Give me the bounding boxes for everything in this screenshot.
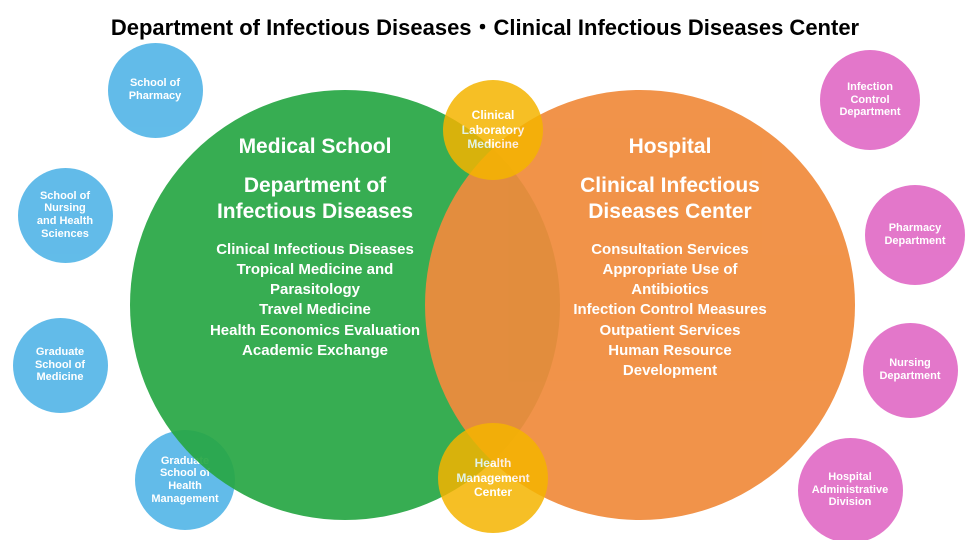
left-satellite-0: School ofPharmacy — [108, 43, 203, 138]
overlap-bottom-circle: HealthManagementCenter — [438, 423, 548, 533]
right-satellite-1: PharmacyDepartment — [865, 185, 965, 285]
right-satellite-2: NursingDepartment — [863, 323, 958, 418]
right-satellite-3-label: HospitalAdministrativeDivision — [812, 471, 888, 509]
left-satellite-0-label: School ofPharmacy — [129, 77, 182, 102]
venn-right-list: Consultation ServicesAppropriate Use ofA… — [573, 240, 766, 382]
overlap-top-label: ClinicalLaboratoryMedicine — [462, 108, 525, 151]
venn-left-heading: Medical School — [239, 135, 392, 159]
page-title: Department of Infectious Diseases・Clinic… — [0, 10, 970, 42]
venn-left-subheading: Department ofInfectious Diseases — [217, 173, 413, 226]
venn-left-list: Clinical Infectious DiseasesTropical Med… — [210, 240, 420, 362]
left-satellite-2: GraduateSchool ofMedicine — [13, 318, 108, 413]
overlap-bottom-label: HealthManagementCenter — [456, 456, 529, 499]
right-satellite-2-label: NursingDepartment — [879, 357, 940, 382]
right-satellite-0-label: InfectionControlDepartment — [839, 81, 900, 119]
left-satellite-1-label: School ofNursingand HealthSciences — [37, 190, 93, 241]
left-satellite-1: School ofNursingand HealthSciences — [18, 168, 113, 263]
right-satellite-1-label: PharmacyDepartment — [884, 222, 945, 247]
right-satellite-0: InfectionControlDepartment — [820, 50, 920, 150]
venn-right-heading: Hospital — [629, 135, 712, 159]
diagram-stage: Department of Infectious Diseases・Clinic… — [0, 0, 970, 540]
page-title-text: Department of Infectious Diseases・Clinic… — [111, 15, 859, 40]
venn-right-subheading: Clinical InfectiousDiseases Center — [580, 173, 760, 226]
left-satellite-2-label: GraduateSchool ofMedicine — [35, 346, 85, 384]
overlap-top-circle: ClinicalLaboratoryMedicine — [443, 80, 543, 180]
right-satellite-3: HospitalAdministrativeDivision — [798, 438, 903, 540]
